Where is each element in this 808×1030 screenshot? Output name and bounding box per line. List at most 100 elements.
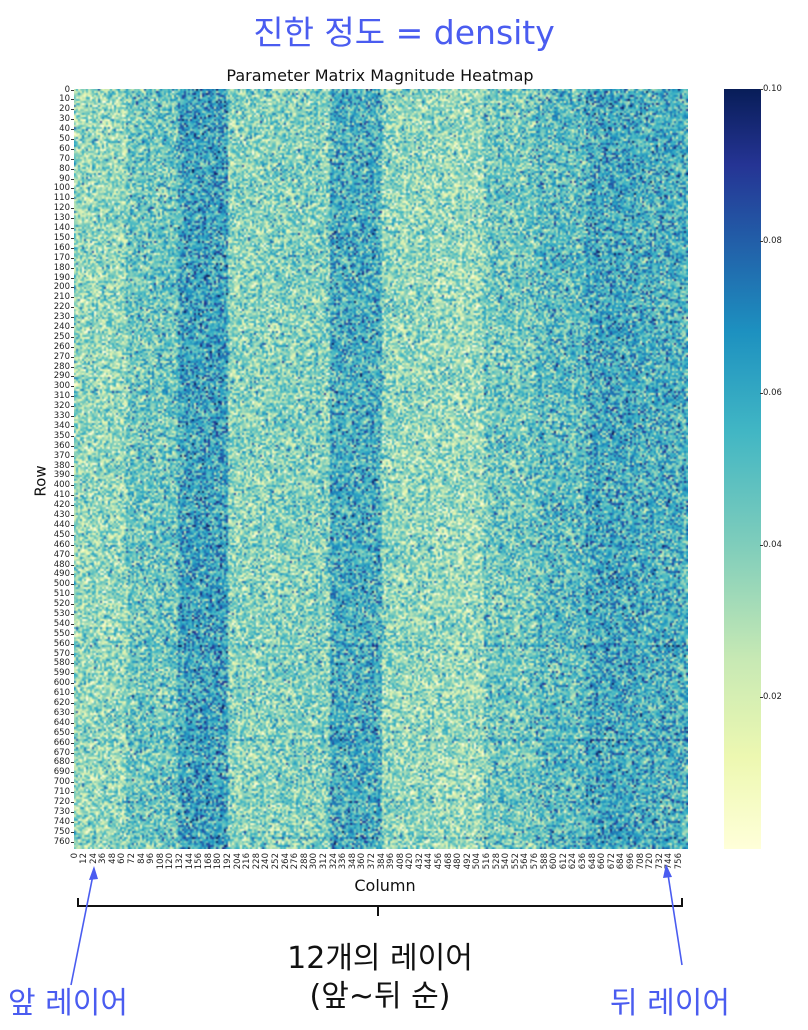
y-tick-label: 390 bbox=[53, 470, 70, 481]
y-tick-mark bbox=[71, 188, 74, 190]
y-tick-mark bbox=[71, 277, 74, 279]
y-tick-label: 380 bbox=[53, 460, 70, 471]
y-tick-mark bbox=[71, 208, 74, 210]
colorbar-tick-label: 0.08 bbox=[760, 236, 782, 246]
y-tick-label: 720 bbox=[53, 797, 70, 807]
y-tick-label: 580 bbox=[53, 658, 70, 669]
y-tick-label: 330 bbox=[53, 411, 70, 422]
y-tick-label: 130 bbox=[53, 213, 70, 224]
y-tick-mark bbox=[71, 237, 74, 239]
y-tick-label: 750 bbox=[53, 826, 70, 837]
y-tick-mark bbox=[71, 722, 74, 724]
heatmap-cells bbox=[74, 89, 688, 849]
y-tick-label: 440 bbox=[53, 519, 70, 530]
y-tick-mark bbox=[71, 386, 74, 388]
front-layer-label: 앞 레이어 bbox=[8, 986, 128, 1021]
y-tick-mark bbox=[71, 455, 74, 457]
y-tick-label: 710 bbox=[53, 787, 70, 798]
y-tick-label: 460 bbox=[53, 539, 70, 550]
y-tick-mark bbox=[71, 425, 74, 427]
y-tick-mark bbox=[71, 465, 74, 467]
y-tick-mark bbox=[71, 317, 74, 319]
y-tick-mark bbox=[71, 168, 74, 170]
y-tick-mark bbox=[71, 218, 74, 220]
y-tick-label: 520 bbox=[53, 599, 70, 610]
y-tick-label: 240 bbox=[53, 322, 70, 332]
y-tick-label: 570 bbox=[53, 648, 70, 659]
y-tick-label: 110 bbox=[53, 193, 70, 204]
y-tick-mark bbox=[71, 693, 74, 695]
y-tick-label: 320 bbox=[53, 401, 70, 412]
y-tick-label: 250 bbox=[53, 331, 70, 342]
y-tick-label: 270 bbox=[53, 351, 70, 362]
chart-title: Parameter Matrix Magnitude Heatmap bbox=[226, 66, 534, 85]
y-tick-label: 190 bbox=[53, 272, 70, 283]
y-tick-mark bbox=[71, 653, 74, 655]
y-tick-mark bbox=[71, 307, 74, 309]
y-tick-label: 220 bbox=[53, 302, 70, 313]
y-tick-label: 50 bbox=[59, 133, 70, 144]
y-tick-mark bbox=[71, 158, 74, 160]
y-tick-mark bbox=[71, 99, 74, 101]
y-axis-ticks: 0 10 20 30 40 50 60 70 80 90 100 110 120 130 140 150 160… bbox=[0, 0, 76, 860]
back-layer-label: 뒤 레이어 bbox=[610, 986, 730, 1021]
y-tick-label: 310 bbox=[53, 391, 70, 402]
y-tick-mark bbox=[71, 673, 74, 675]
y-tick-mark bbox=[71, 346, 74, 348]
back-arrow-line bbox=[666, 867, 683, 966]
front-arrow-line bbox=[70, 869, 95, 986]
colorbar-tick-label: 0.10 bbox=[760, 84, 782, 94]
colorbar bbox=[724, 89, 761, 849]
y-tick-mark bbox=[71, 148, 74, 150]
y-tick-mark bbox=[71, 109, 74, 111]
y-tick-mark bbox=[71, 613, 74, 615]
y-tick-mark bbox=[71, 534, 74, 536]
y-tick-mark bbox=[71, 247, 74, 249]
y-tick-label: 640 bbox=[53, 717, 70, 728]
y-tick-label: 70 bbox=[59, 153, 70, 164]
y-tick-mark bbox=[71, 178, 74, 180]
y-tick-mark bbox=[71, 524, 74, 526]
y-tick-label: 480 bbox=[53, 559, 70, 570]
y-tick-mark bbox=[71, 376, 74, 378]
y-tick-label: 170 bbox=[53, 252, 70, 263]
y-tick-label: 610 bbox=[53, 688, 70, 699]
y-tick-label: 500 bbox=[53, 579, 70, 590]
y-tick-label: 450 bbox=[53, 529, 70, 540]
y-tick-mark bbox=[71, 366, 74, 368]
layers-caption: 12개의 레이어 (앞~뒤 순) bbox=[240, 940, 520, 1016]
y-tick-mark bbox=[71, 257, 74, 259]
y-tick-label: 100 bbox=[53, 183, 70, 194]
y-tick-mark bbox=[71, 485, 74, 487]
y-tick-mark bbox=[71, 515, 74, 517]
y-tick-label: 120 bbox=[53, 203, 70, 214]
y-tick-mark bbox=[71, 762, 74, 764]
y-tick-mark bbox=[71, 564, 74, 566]
y-tick-mark bbox=[71, 416, 74, 418]
y-tick-mark bbox=[71, 475, 74, 477]
y-tick-label: 160 bbox=[53, 242, 70, 253]
y-tick-label: 340 bbox=[53, 420, 70, 431]
y-tick-label: 420 bbox=[53, 500, 70, 511]
y-tick-mark bbox=[71, 119, 74, 121]
y-tick-mark bbox=[71, 495, 74, 497]
y-tick-mark bbox=[71, 336, 74, 338]
y-tick-label: 140 bbox=[53, 223, 70, 234]
y-tick-mark bbox=[71, 663, 74, 665]
y-tick-mark bbox=[71, 732, 74, 734]
y-tick-mark bbox=[71, 297, 74, 299]
y-tick-mark bbox=[71, 841, 74, 843]
y-tick-mark bbox=[71, 228, 74, 230]
y-tick-label: 180 bbox=[53, 262, 70, 273]
y-tick-label: 10 bbox=[59, 94, 70, 105]
y-tick-label: 230 bbox=[53, 312, 70, 323]
y-tick-mark bbox=[71, 267, 74, 269]
y-tick-mark bbox=[71, 544, 74, 546]
y-tick-label: 370 bbox=[53, 450, 70, 461]
colorbar-tick-label: 0.04 bbox=[760, 540, 782, 550]
y-tick-label: 490 bbox=[53, 569, 70, 580]
y-tick-label: 260 bbox=[53, 341, 70, 352]
back-arrow-head bbox=[663, 864, 672, 878]
y-tick-mark bbox=[71, 772, 74, 774]
